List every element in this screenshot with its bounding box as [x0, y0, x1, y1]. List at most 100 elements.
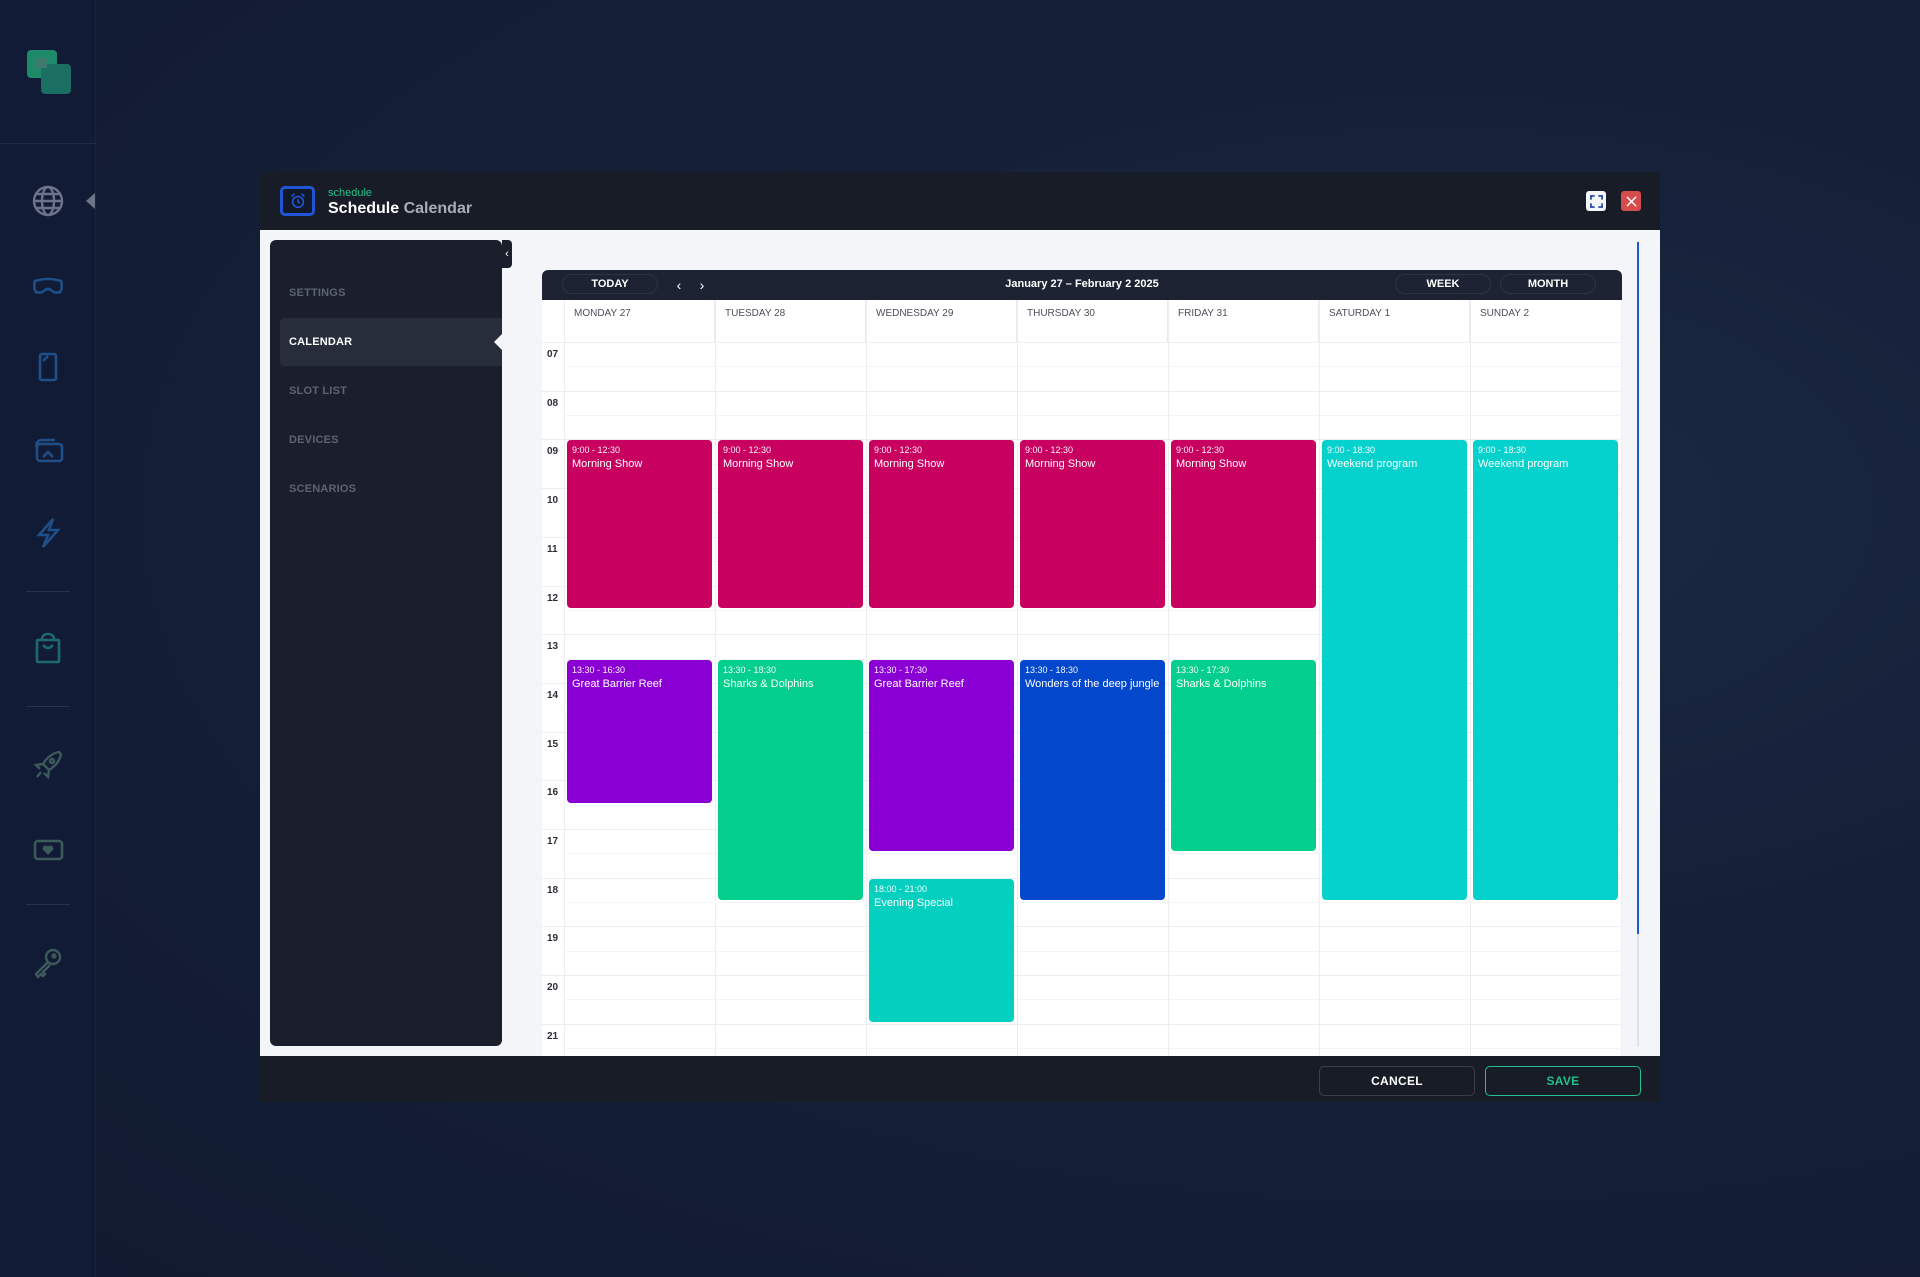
hour-label: 13	[547, 641, 559, 653]
alarm-clock-icon	[280, 186, 315, 216]
event-slot[interactable]: 13:30 - 16:30 Great Barrier Reef	[567, 659, 712, 803]
week-calendar: TODAY ‹ › January 27 – February 2 2025 W…	[542, 270, 1622, 1056]
sidebar-item-scenarios[interactable]: SCENARIOS	[289, 483, 357, 495]
event-slot[interactable]: 13:30 - 17:30 Sharks & Dolphins	[1171, 659, 1316, 852]
hour-line	[542, 390, 1622, 392]
event-title: Great Barrier Reef	[572, 677, 662, 690]
close-icon	[1625, 195, 1637, 207]
app-rail	[0, 0, 96, 1277]
event-title: Evening Special	[874, 896, 953, 909]
calendar-toolbar: TODAY ‹ › January 27 – February 2 2025 W…	[542, 270, 1622, 300]
rocket-icon[interactable]	[30, 747, 66, 783]
app-logo-icon[interactable]	[27, 50, 71, 96]
day-column-divider	[1470, 300, 1471, 1056]
day-column-divider	[1319, 300, 1320, 1056]
event-title: Weekend program	[1478, 458, 1569, 471]
hour-label: 08	[547, 397, 559, 409]
event-time: 9:00 - 12:30	[1176, 445, 1225, 456]
half-hour-line	[566, 366, 1622, 368]
rail-divider	[26, 706, 70, 707]
event-slot[interactable]: 9:00 - 18:30 Weekend program	[1322, 440, 1467, 901]
rail-divider	[26, 591, 70, 592]
day-column-divider	[1621, 300, 1622, 1056]
hour-label: 19	[547, 933, 559, 945]
hour-line	[542, 975, 1622, 977]
lightning-icon[interactable]	[30, 515, 66, 551]
hour-label: 09	[547, 446, 559, 458]
rail-active-caret	[86, 193, 95, 209]
event-title: Morning Show	[723, 458, 794, 471]
event-title: Sharks & Dolphins	[1176, 677, 1267, 690]
mobile-device-icon[interactable]	[30, 349, 66, 385]
hour-label: 11	[547, 543, 558, 555]
event-title: Great Barrier Reef	[874, 677, 964, 690]
event-slot[interactable]: 9:00 - 18:30 Weekend program	[1473, 440, 1618, 901]
event-slot[interactable]: 13:30 - 17:30 Great Barrier Reef	[869, 659, 1014, 852]
event-title: Morning Show	[572, 458, 643, 471]
half-hour-line	[566, 1048, 1622, 1050]
rail-divider	[26, 904, 70, 905]
hour-label: 20	[547, 982, 559, 994]
sidebar-item-slot-list[interactable]: SLOT LIST	[289, 385, 348, 397]
event-time: 9:00 - 18:30	[1478, 445, 1527, 456]
sidebar-collapse-button[interactable]: ‹	[502, 240, 512, 268]
hour-label: 18	[547, 884, 559, 896]
vr-headset-icon[interactable]	[30, 268, 66, 304]
event-slot[interactable]: 9:00 - 12:30 Morning Show	[869, 440, 1014, 608]
event-time: 18:00 - 21:00	[874, 883, 928, 894]
next-week-button[interactable]: ›	[699, 277, 705, 293]
hour-label: 10	[547, 495, 559, 507]
date-range-title: January 27 – February 2 2025	[1005, 278, 1159, 290]
close-button[interactable]	[1621, 191, 1641, 211]
sidebar-item-devices[interactable]: DEVICES	[289, 434, 339, 446]
sidebar-item-settings[interactable]: SETTINGS	[289, 287, 346, 299]
event-slot[interactable]: 9:00 - 12:30 Morning Show	[567, 440, 712, 608]
media-gallery-icon[interactable]	[30, 432, 66, 468]
hour-label: 07	[547, 349, 559, 360]
save-button[interactable]: SAVE	[1485, 1066, 1641, 1096]
hour-line	[542, 1023, 1622, 1025]
event-slot[interactable]: 13:30 - 18:30 Wonders of the deep jungle	[1020, 659, 1165, 901]
hour-label: 16	[547, 787, 559, 799]
day-header-tuesday: TUESDAY 28	[715, 300, 866, 342]
cancel-button[interactable]: CANCEL	[1319, 1066, 1475, 1096]
event-slot[interactable]: 9:00 - 12:30 Morning Show	[1171, 440, 1316, 608]
hour-label: 21	[547, 1030, 559, 1042]
event-title: Sharks & Dolphins	[723, 677, 814, 690]
modal-title-light: Calendar	[403, 200, 473, 217]
calendar-scrollbar-thumb[interactable]	[1637, 242, 1639, 934]
modal-header: schedule Schedule Calendar	[260, 172, 1660, 230]
event-slot[interactable]: 9:00 - 12:30 Morning Show	[1020, 440, 1165, 608]
hour-line	[542, 342, 1622, 343]
heart-screen-icon[interactable]	[30, 831, 66, 867]
hour-label: 14	[547, 689, 559, 701]
hour-line	[542, 439, 1622, 441]
globe-icon[interactable]	[30, 183, 66, 219]
event-time: 13:30 - 18:30	[1025, 664, 1079, 675]
event-time: 13:30 - 17:30	[1176, 664, 1230, 675]
month-view-button[interactable]: MONTH	[1500, 274, 1596, 294]
prev-week-button[interactable]: ‹	[676, 277, 682, 293]
shopping-bag-icon[interactable]	[30, 630, 66, 666]
modal-subtitle: schedule	[328, 187, 373, 199]
week-view-button[interactable]: WEEK	[1395, 274, 1491, 294]
half-hour-line	[566, 658, 1622, 660]
schedule-sidebar: ‹ SETTINGS CALENDAR SLOT LIST DEVICES SC…	[270, 240, 512, 1046]
fullscreen-button[interactable]	[1586, 191, 1606, 211]
event-time: 9:00 - 12:30	[1025, 445, 1074, 456]
day-column-divider	[1017, 300, 1018, 1056]
day-header-sunday: SUNDAY 2	[1480, 308, 1530, 319]
day-column-divider	[564, 300, 565, 1056]
sidebar-item-calendar[interactable]: CALENDAR	[280, 318, 502, 366]
hour-line	[542, 634, 1622, 636]
day-header-friday: FRIDAY 31	[1168, 300, 1319, 342]
day-column-divider	[1168, 300, 1169, 1056]
today-button[interactable]: TODAY	[562, 274, 658, 294]
event-slot[interactable]: 13:30 - 18:30 Sharks & Dolphins	[718, 659, 863, 901]
event-slot[interactable]: 18:00 - 21:00 Evening Special	[869, 878, 1014, 1022]
event-slot[interactable]: 9:00 - 12:30 Morning Show	[718, 440, 863, 608]
half-hour-line	[566, 999, 1622, 1001]
key-icon[interactable]	[30, 945, 66, 981]
day-header-thursday: THURSDAY 30	[1017, 300, 1168, 342]
half-hour-line	[566, 415, 1622, 417]
